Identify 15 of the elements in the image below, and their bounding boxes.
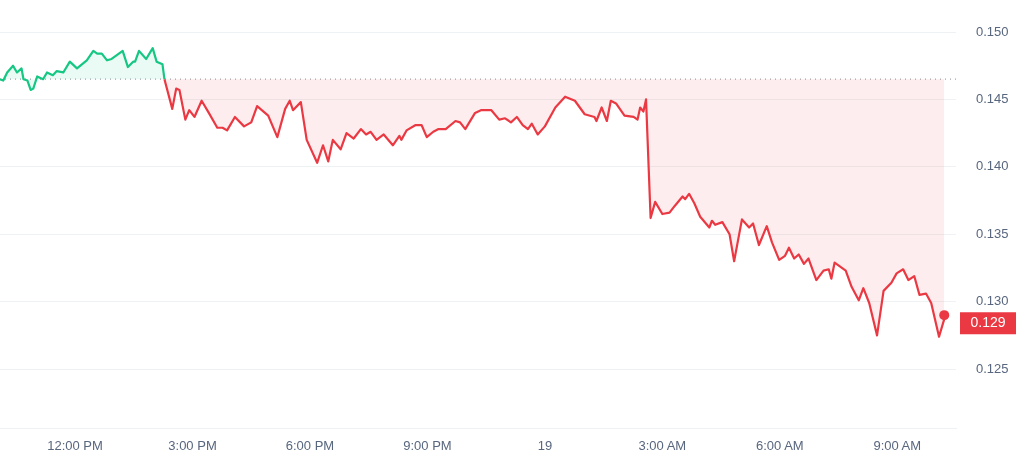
x-tick-label: 9:00 PM <box>403 437 452 453</box>
y-tick-label: 0.135 <box>976 225 1009 241</box>
y-tick-label: 0.150 <box>976 23 1009 39</box>
x-tick-label: 6:00 AM <box>755 437 804 453</box>
y-tick-label: 0.130 <box>976 293 1009 309</box>
x-tick-label: 3:00 AM <box>638 437 687 453</box>
x-tick-label: 9:00 AM <box>873 437 922 453</box>
x-tick-label: 6:00 PM <box>285 437 335 453</box>
annotation: 0.129 <box>970 314 1006 330</box>
y-tick-label: 0.145 <box>976 90 1009 106</box>
y-tick-label: 0.140 <box>976 158 1009 174</box>
x-tick-label: 12:00 PM <box>47 437 103 453</box>
x-tick-label: 19 <box>537 437 553 453</box>
x-tick-label: 3:00 PM <box>168 437 217 453</box>
y-tick-label: 0.125 <box>976 360 1009 376</box>
